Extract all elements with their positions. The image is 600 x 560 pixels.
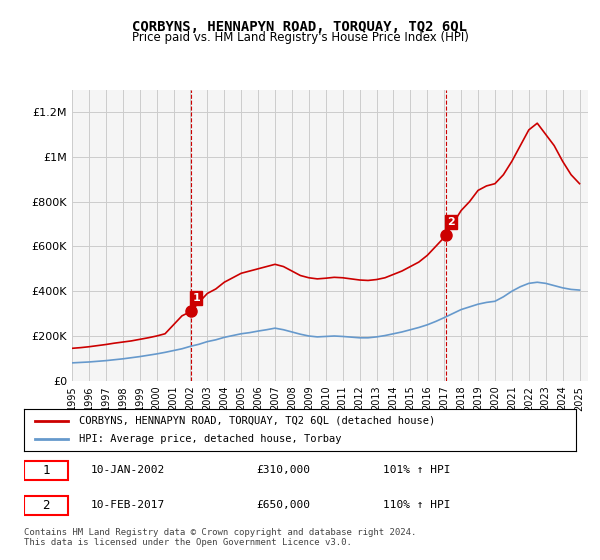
Text: 1: 1 — [43, 464, 50, 477]
Text: HPI: Average price, detached house, Torbay: HPI: Average price, detached house, Torb… — [79, 434, 342, 444]
Text: 10-JAN-2002: 10-JAN-2002 — [90, 465, 164, 475]
Text: £310,000: £310,000 — [256, 465, 310, 475]
Text: 1: 1 — [193, 293, 200, 303]
Text: £650,000: £650,000 — [256, 501, 310, 510]
Text: 110% ↑ HPI: 110% ↑ HPI — [383, 501, 450, 510]
Text: CORBYNS, HENNAPYN ROAD, TORQUAY, TQ2 6QL (detached house): CORBYNS, HENNAPYN ROAD, TORQUAY, TQ2 6QL… — [79, 416, 436, 426]
Text: CORBYNS, HENNAPYN ROAD, TORQUAY, TQ2 6QL: CORBYNS, HENNAPYN ROAD, TORQUAY, TQ2 6QL — [133, 20, 467, 34]
Text: 101% ↑ HPI: 101% ↑ HPI — [383, 465, 450, 475]
Text: 2: 2 — [448, 217, 455, 227]
Text: 2: 2 — [43, 499, 50, 512]
Text: Price paid vs. HM Land Registry's House Price Index (HPI): Price paid vs. HM Land Registry's House … — [131, 31, 469, 44]
FancyBboxPatch shape — [24, 460, 68, 480]
Text: Contains HM Land Registry data © Crown copyright and database right 2024.
This d: Contains HM Land Registry data © Crown c… — [24, 528, 416, 547]
FancyBboxPatch shape — [24, 496, 68, 515]
Text: 10-FEB-2017: 10-FEB-2017 — [90, 501, 164, 510]
